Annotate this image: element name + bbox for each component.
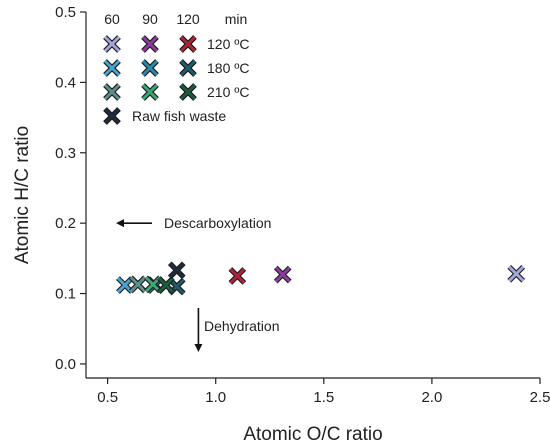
legend-marker <box>179 59 197 77</box>
legend-row-label: 180 ºC <box>207 60 249 76</box>
y-tick-label: 0.4 <box>55 74 76 91</box>
data-point <box>129 275 147 294</box>
legend-marker <box>103 35 121 53</box>
ticks: 0.5 1.0 1.5 2.0 2.5 0.0 0.1 0.2 0.3 0.4 0.5 <box>55 4 550 406</box>
legend-marker-raw <box>103 107 121 125</box>
data-point <box>228 267 247 285</box>
legend-marker <box>141 59 159 77</box>
legend-raw-label: Raw fish waste <box>132 108 226 124</box>
y-tick-label: 0.1 <box>55 286 76 303</box>
x-tick-label: 2.5 <box>530 389 550 406</box>
data-point <box>157 276 175 294</box>
y-tick-label: 0.3 <box>55 145 76 162</box>
legend-marker <box>141 35 159 53</box>
data-point <box>507 264 526 283</box>
legend-marker <box>179 35 197 53</box>
x-tick-label: 0.5 <box>97 389 118 406</box>
axes <box>85 12 540 379</box>
x-tick-label: 1.5 <box>313 389 334 406</box>
descarboxylation-label: Descarboxylation <box>164 215 271 231</box>
annotations: Descarboxylation Dehydration <box>116 215 280 352</box>
dehydration-label: Dehydration <box>204 318 280 334</box>
legend-marker <box>103 59 121 77</box>
y-axis-label: Atomic H/C ratio <box>12 126 33 264</box>
data-point <box>167 261 186 280</box>
legend-marker <box>141 83 159 101</box>
y-tick-label: 0.5 <box>55 4 76 21</box>
legend-row-label: 120 ºC <box>207 36 249 52</box>
data-point <box>273 265 292 284</box>
legend-marker <box>103 83 121 101</box>
legend: 60 90 120 min 120 ºC 180 ºC 210 ºC Raw fish was… <box>103 11 249 125</box>
x-axis-label: Atomic O/C ratio <box>243 424 382 445</box>
y-tick-label: 0.2 <box>55 215 76 232</box>
legend-time-header: 60 <box>104 11 120 27</box>
y-tick-label: 0.0 <box>55 356 76 373</box>
legend-row-label: 210 ºC <box>207 84 249 100</box>
legend-time-header: 120 <box>176 11 200 27</box>
legend-marker <box>179 83 197 101</box>
x-tick-label: 1.0 <box>205 389 226 406</box>
data-points <box>116 261 526 296</box>
x-tick-label: 2.0 <box>421 389 442 406</box>
legend-time-header: 90 <box>142 11 158 27</box>
legend-time-header: min <box>225 11 248 27</box>
